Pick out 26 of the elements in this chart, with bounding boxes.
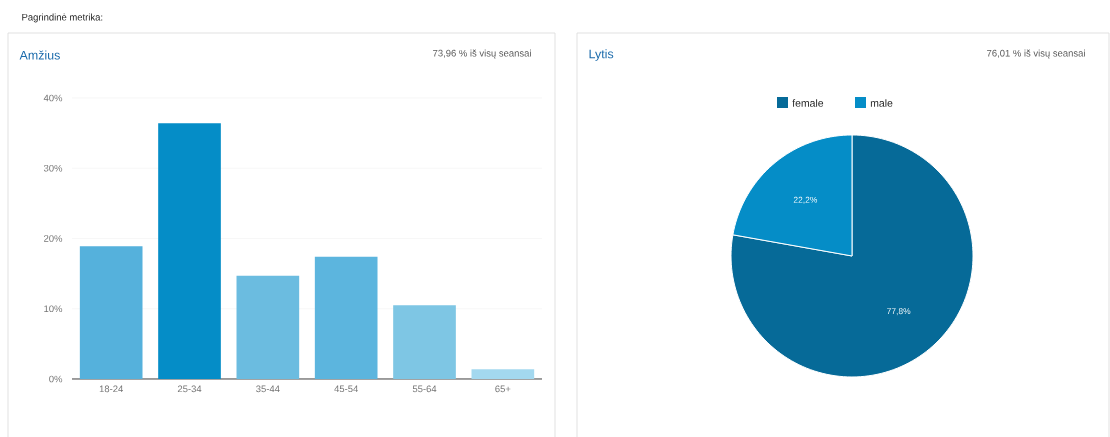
y-tick-label: 0% — [49, 375, 63, 383]
chart-title: Amžius — [19, 50, 60, 60]
x-tick-label: 55-64 — [412, 385, 437, 393]
legend-label: male — [870, 99, 893, 107]
data-label: 22,2% — [793, 196, 818, 204]
bar — [158, 123, 221, 379]
y-tick-label: 40% — [43, 94, 63, 102]
bar — [471, 369, 535, 379]
bar — [393, 305, 456, 379]
y-tick-label: 30% — [43, 164, 63, 172]
x-tick-label: 65+ — [495, 385, 511, 393]
y-tick-label: 10% — [44, 305, 63, 313]
x-tick-label: 25-34 — [177, 385, 202, 393]
text: Lytis — [589, 49, 614, 61]
bar — [314, 256, 378, 379]
bar — [236, 275, 300, 379]
x-tick-label: 18-24 — [99, 385, 123, 393]
legend-label: female — [792, 99, 824, 107]
x-tick-label: 35-44 — [256, 385, 280, 393]
bar — [79, 246, 143, 379]
data-label: 77,8% — [887, 308, 911, 316]
chart-subtitle: 73,96 % iš visų seansai — [433, 49, 531, 59]
y-tick-label: 20% — [44, 235, 63, 242]
x-tick-label: 45-54 — [334, 385, 358, 393]
text: Pagrindinė metrika: — [22, 13, 103, 23]
text: 76,01 % iš visų seansai — [987, 49, 1085, 59]
